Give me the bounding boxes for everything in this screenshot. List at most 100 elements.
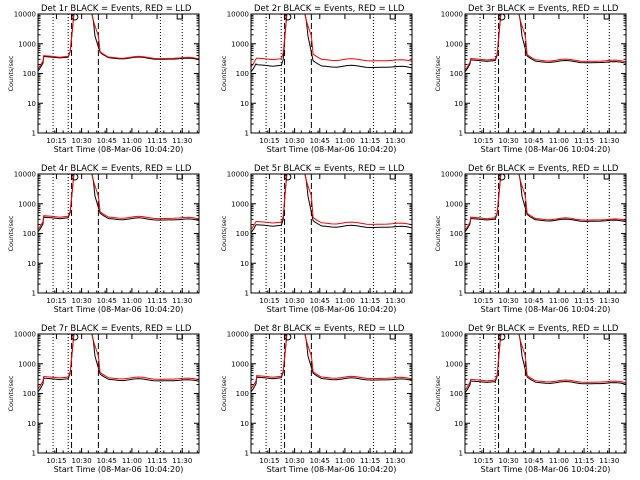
y-tick-label: 1000 [18,40,36,48]
panel-title: Det 7r BLACK = Events, RED = LLD [41,324,192,334]
x-tick-label: 11:15 [574,457,594,465]
x-tick-label: 10:30 [285,457,305,465]
y-tick-label: 10 [240,100,249,108]
plot-frame [250,13,413,134]
panel-9: 1 10 100 1000 10000 10:15 10:30 10:45 11:00 11:15… [434,324,627,474]
y-tick-label: 100 [236,230,249,238]
x-tick-label: 11:00 [335,457,355,465]
x-tick-label: 11:15 [360,297,380,305]
y-axis-label: Counts/sec [434,375,442,411]
events-series-line [38,334,199,393]
lld-series-line [465,334,626,391]
saa-marker [71,333,79,341]
attenuator-marker [389,174,396,180]
y-tick-label: 10000 [441,171,463,179]
x-axis-label: Start Time (08-Mar-06 10:04:20) [267,145,397,154]
y-tick-label: 100 [23,230,36,238]
saa-marker [284,173,292,181]
x-tick-label: 10:15 [46,457,66,465]
attenuator-marker [389,14,396,20]
plot-frame [464,173,627,294]
panel-1: 1 10 100 1000 10000 10:15 10:30 10:45 11:00 11:15… [7,4,200,154]
y-tick-label: 100 [236,70,249,78]
x-tick-label: 10:30 [72,137,92,145]
y-tick-label: 100 [450,230,463,238]
y-tick-label: 10000 [227,171,249,179]
x-tick-label: 10:30 [285,297,305,305]
y-tick-label: 1000 [231,360,249,368]
x-tick-label: 10:15 [473,457,493,465]
y-tick-label: 1000 [445,360,463,368]
x-tick-label: 11:30 [599,137,619,145]
x-tick-label: 11:00 [122,137,142,145]
panel-5: 1 10 100 1000 10000 10:15 10:30 10:45 11:00 11:15… [220,164,413,314]
x-axis-label: Start Time (08-Mar-06 10:04:20) [481,145,611,154]
y-tick-label: 1000 [445,40,463,48]
y-tick-label: 100 [23,390,36,398]
attenuator-marker [603,174,610,180]
y-tick-label: 10 [454,100,463,108]
lld-series-line [251,14,412,68]
y-axis-label: Counts/sec [220,375,228,411]
x-tick-label: 10:45 [310,137,330,145]
y-axis-label: Counts/sec [7,375,15,411]
x-tick-label: 10:45 [97,297,117,305]
events-series-line [38,14,199,72]
plot-frame [464,13,627,134]
y-tick-label: 10000 [227,11,249,19]
x-tick-label: 11:00 [335,137,355,145]
x-tick-label: 10:45 [524,457,544,465]
x-tick-label: 10:15 [259,137,279,145]
y-tick-label: 1 [245,130,249,138]
lld-series-line [465,174,626,231]
y-axis-label: Counts/sec [7,55,15,91]
y-tick-label: 1 [459,450,463,458]
attenuator-marker [176,334,183,340]
x-tick-label: 11:30 [599,457,619,465]
saa-marker [284,13,292,21]
x-tick-label: 10:30 [499,137,519,145]
x-tick-label: 10:15 [259,297,279,305]
x-axis-label: Start Time (08-Mar-06 10:04:20) [267,305,397,314]
saa-marker [71,13,79,21]
y-tick-label: 10 [27,260,36,268]
y-tick-label: 10 [27,420,36,428]
events-series-line [465,334,626,394]
x-tick-label: 10:45 [310,297,330,305]
y-tick-label: 1 [459,130,463,138]
y-tick-label: 1000 [18,360,36,368]
y-tick-label: 1000 [231,40,249,48]
x-tick-label: 11:00 [335,297,355,305]
lld-series-line [38,334,199,390]
y-tick-label: 1000 [18,200,36,208]
lld-series-line [465,14,626,71]
x-tick-label: 11:30 [385,297,405,305]
plot-frame [464,333,627,454]
panel-3: 1 10 100 1000 10000 10:15 10:30 10:45 11:00 11:15… [434,4,627,154]
events-series-line [465,174,626,233]
panel-title: Det 6r BLACK = Events, RED = LLD [468,164,619,174]
x-tick-label: 11:30 [172,297,192,305]
panel-7: 1 10 100 1000 10000 10:15 10:30 10:45 11:00 11:15… [7,324,200,474]
x-axis-label: Start Time (08-Mar-06 10:04:20) [54,465,184,474]
x-tick-label: 11:15 [147,297,167,305]
x-tick-label: 10:45 [524,137,544,145]
y-tick-label: 100 [236,390,249,398]
x-tick-label: 10:15 [259,457,279,465]
x-tick-label: 11:30 [385,137,405,145]
x-tick-label: 10:45 [97,457,117,465]
y-tick-label: 100 [450,70,463,78]
x-tick-label: 11:15 [574,137,594,145]
lld-series-line [251,174,412,230]
x-tick-label: 10:30 [499,297,519,305]
panel-8: 1 10 100 1000 10000 10:15 10:30 10:45 11:00 11:15… [220,324,413,474]
x-tick-label: 10:15 [46,137,66,145]
lld-series-line [38,14,199,70]
plot-frame [250,173,413,294]
y-tick-label: 1 [245,450,249,458]
y-tick-label: 1 [32,290,36,298]
y-axis-label: Counts/sec [434,215,442,251]
saa-marker [498,173,506,181]
y-tick-label: 10000 [441,331,463,339]
